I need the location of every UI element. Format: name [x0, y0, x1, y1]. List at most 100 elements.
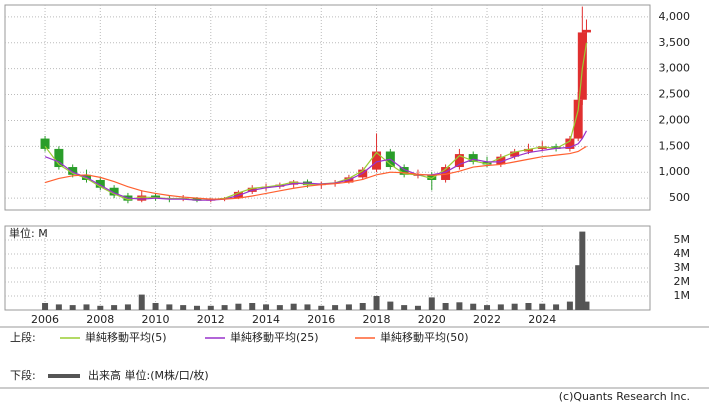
volume-bar	[55, 304, 62, 310]
candle-body	[95, 179, 105, 188]
x-tick-label: 2008	[86, 313, 114, 326]
candle-body	[68, 167, 78, 175]
x-tick-label: 2018	[363, 313, 391, 326]
legend-entry: 出来高 単位:(M株/口/枚)	[88, 368, 209, 382]
volume-bar	[304, 304, 311, 310]
volume-bar	[539, 303, 546, 310]
legend-entry: 単純移動平均(50)	[380, 330, 469, 344]
y-tick-label: 3M	[674, 261, 691, 274]
y-tick-label: 3,000	[659, 62, 691, 75]
candle-body	[151, 195, 161, 199]
candle-body	[468, 154, 478, 162]
volume-bar	[263, 304, 270, 310]
candle-body	[54, 148, 64, 168]
legend-entry: 単純移動平均(5)	[85, 330, 167, 344]
volume-bar	[511, 303, 518, 310]
volume-bar	[207, 305, 214, 310]
candle-body	[565, 138, 575, 149]
x-tick-label: 2014	[252, 313, 280, 326]
candle-body	[399, 167, 409, 175]
volume-bar	[152, 303, 159, 310]
volume-bar	[442, 303, 449, 310]
ma-line	[44, 130, 587, 201]
x-tick-label: 2016	[307, 313, 335, 326]
x-tick-label: 2020	[418, 313, 446, 326]
x-tick-label: 2022	[473, 313, 501, 326]
candle-body	[573, 99, 583, 139]
candle-body	[510, 151, 520, 157]
candle-body	[454, 154, 464, 168]
price-panel	[4, 4, 651, 211]
candle-body	[537, 146, 547, 149]
volume-bar	[414, 305, 421, 310]
candle-body	[40, 138, 50, 149]
volume-bar	[235, 303, 242, 310]
candle-body	[137, 195, 147, 201]
ma-line	[44, 42, 588, 201]
volume-bar	[579, 231, 586, 310]
volume-bar	[373, 296, 380, 310]
volume-bar	[497, 304, 504, 310]
volume-bar	[387, 301, 394, 310]
volume-bar	[97, 305, 104, 310]
volume-bar	[83, 304, 90, 310]
candle-body	[551, 146, 561, 149]
candle-body	[372, 151, 382, 170]
volume-bar	[42, 303, 49, 310]
y-tick-label: 1,500	[659, 139, 691, 152]
candle-body	[496, 156, 506, 165]
candle-body	[192, 198, 202, 201]
y-tick-label: 1,000	[659, 165, 691, 178]
y-tick-label: 4,000	[659, 10, 691, 23]
volume-bar	[290, 303, 297, 310]
volume-bar	[180, 305, 187, 310]
volume-bar	[428, 297, 435, 310]
y-tick-label: 3,500	[659, 36, 691, 49]
volume-bar	[221, 305, 228, 310]
volume-bar	[345, 304, 352, 310]
candle-body	[109, 187, 119, 196]
volume-bar	[69, 305, 76, 310]
legend-label: 上段:	[10, 330, 36, 344]
candle-body	[581, 29, 591, 33]
volume-bar	[318, 305, 325, 310]
y-tick-label: 2M	[674, 275, 691, 288]
legend-entry: 単純移動平均(25)	[230, 330, 319, 344]
legend-label: 下段:	[10, 368, 36, 382]
ma-line	[44, 145, 587, 200]
candle-body	[523, 148, 533, 152]
candle-body	[441, 167, 451, 180]
volume-bar	[276, 305, 283, 310]
candle-body	[482, 161, 492, 165]
volume-bar	[138, 294, 145, 310]
volume-bar	[484, 305, 491, 310]
volume-bar	[332, 305, 339, 310]
volume-bar	[249, 303, 256, 310]
x-tick-label: 2010	[142, 313, 170, 326]
candle-body	[427, 174, 437, 180]
y-tick-label: 2,000	[659, 113, 691, 126]
volume-bar	[525, 303, 532, 310]
volume-bar	[401, 305, 408, 310]
volume-bar	[193, 305, 200, 310]
y-tick-label: 4M	[674, 247, 691, 260]
unit-label: 単位: M	[9, 226, 48, 240]
volume-bar	[470, 303, 477, 310]
y-tick-label: 2,500	[659, 88, 691, 101]
volume-bar	[359, 303, 366, 310]
volume-bar	[575, 265, 582, 310]
volume-bar	[553, 304, 560, 310]
x-tick-label: 2024	[528, 313, 556, 326]
volume-bar	[166, 304, 173, 310]
copyright: (c)Quants Research Inc.	[559, 390, 690, 403]
x-tick-label: 2012	[197, 313, 225, 326]
volume-bar	[583, 301, 590, 310]
x-tick-label: 2006	[31, 313, 59, 326]
volume-bar	[566, 301, 573, 310]
y-tick-label: 5M	[674, 233, 691, 246]
volume-bar	[111, 305, 118, 310]
volume-bar	[124, 304, 131, 310]
y-tick-label: 500	[669, 191, 690, 204]
y-tick-label: 1M	[674, 289, 691, 302]
